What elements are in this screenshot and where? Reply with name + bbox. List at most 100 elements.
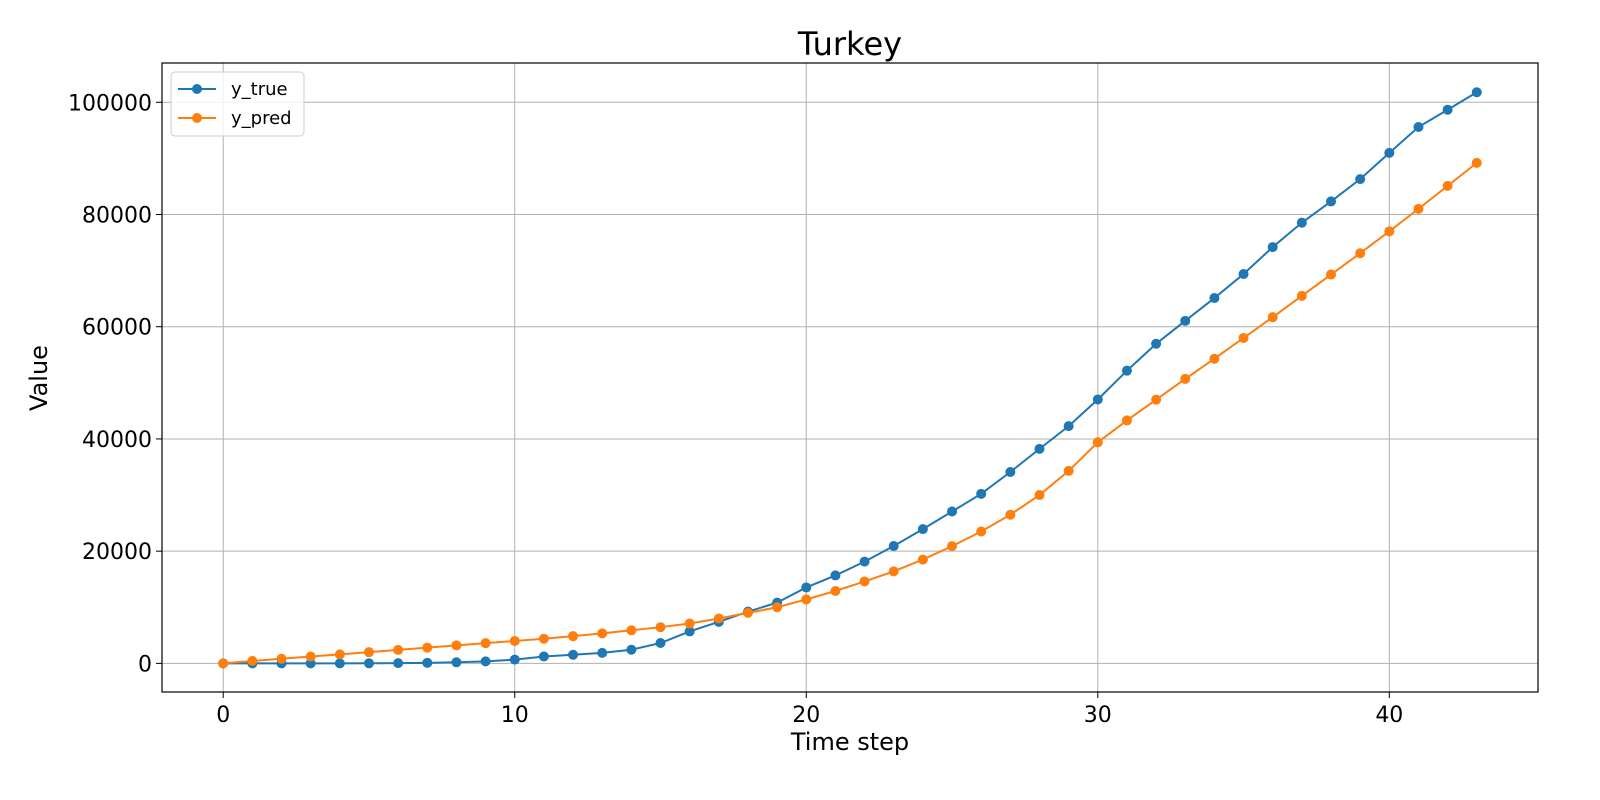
data-point-y_pred bbox=[830, 586, 841, 597]
data-point-y_pred bbox=[451, 640, 462, 651]
data-point-y_true bbox=[1326, 196, 1337, 207]
data-point-y_true bbox=[1063, 421, 1074, 432]
legend-label: y_true bbox=[231, 79, 288, 100]
data-point-y_true bbox=[334, 658, 345, 669]
data-point-y_true bbox=[1005, 466, 1016, 477]
series-layer bbox=[218, 87, 1482, 669]
data-point-y_true bbox=[684, 626, 695, 637]
data-point-y_true bbox=[538, 651, 549, 662]
data-point-y_true bbox=[1151, 338, 1162, 349]
data-point-y_true bbox=[1384, 147, 1395, 158]
series-line-y_pred bbox=[223, 162, 1478, 665]
x-axis-label: Time step bbox=[790, 728, 909, 756]
data-point-y_pred bbox=[509, 635, 520, 646]
data-point-y_true bbox=[1238, 269, 1249, 280]
data-point-y_pred bbox=[1413, 203, 1424, 214]
data-point-y_true bbox=[1034, 443, 1045, 454]
data-point-y_pred bbox=[538, 633, 549, 644]
data-point-y_true bbox=[626, 644, 637, 655]
x-tick-label: 40 bbox=[1375, 703, 1403, 728]
data-point-y_true bbox=[1180, 315, 1191, 326]
data-point-y_pred bbox=[1121, 415, 1132, 426]
data-point-y_pred bbox=[1151, 394, 1162, 405]
data-point-y_pred bbox=[1442, 180, 1453, 191]
data-point-y_true bbox=[859, 556, 870, 567]
data-point-y_true bbox=[830, 570, 841, 581]
data-point-y_pred bbox=[742, 607, 753, 618]
data-point-y_pred bbox=[1326, 269, 1337, 280]
data-point-y_pred bbox=[568, 631, 579, 642]
data-point-y_pred bbox=[917, 554, 928, 565]
y-axis-ticks: 0 20000 40000 60000 80000 100000 bbox=[68, 91, 162, 677]
y-tick-label: 60000 bbox=[82, 316, 152, 341]
data-point-y_true bbox=[1413, 122, 1424, 133]
data-point-y_true bbox=[1442, 104, 1453, 115]
data-point-y_true bbox=[451, 657, 462, 668]
data-point-y_pred bbox=[218, 658, 229, 669]
series-y_pred bbox=[218, 157, 1482, 669]
data-point-y_true bbox=[568, 649, 579, 660]
data-point-y_pred bbox=[1384, 226, 1395, 237]
chart-title: Turkey bbox=[797, 25, 902, 63]
data-point-y_true bbox=[1296, 217, 1307, 228]
data-point-y_pred bbox=[626, 625, 637, 636]
data-point-y_true bbox=[1471, 87, 1482, 98]
data-point-y_pred bbox=[305, 651, 316, 662]
data-point-y_pred bbox=[684, 618, 695, 629]
data-point-y_pred bbox=[1296, 290, 1307, 301]
data-point-y_pred bbox=[1209, 353, 1220, 364]
data-point-y_pred bbox=[597, 628, 608, 639]
data-point-y_pred bbox=[1034, 490, 1045, 501]
data-point-y_pred bbox=[334, 649, 345, 660]
data-point-y_pred bbox=[247, 656, 258, 667]
legend-label: y_pred bbox=[231, 108, 292, 129]
y-tick-label: 40000 bbox=[82, 428, 152, 453]
data-point-y_pred bbox=[1355, 248, 1366, 259]
data-point-y_pred bbox=[276, 653, 287, 664]
data-point-y_true bbox=[1092, 394, 1103, 405]
series-line-y_true bbox=[223, 91, 1478, 665]
data-point-y_pred bbox=[363, 647, 374, 658]
data-point-y_pred bbox=[1267, 312, 1278, 323]
data-point-y_true bbox=[917, 524, 928, 535]
data-point-y_true bbox=[509, 654, 520, 665]
x-tick-label: 20 bbox=[792, 703, 820, 728]
data-point-y_pred bbox=[888, 566, 899, 577]
data-point-y_true bbox=[480, 656, 491, 667]
data-point-y_true bbox=[1121, 365, 1132, 376]
data-point-y_pred bbox=[393, 644, 404, 655]
data-point-y_true bbox=[422, 657, 433, 668]
data-point-y_pred bbox=[1063, 465, 1074, 476]
y-tick-label: 20000 bbox=[82, 540, 152, 565]
series-y_true bbox=[218, 87, 1482, 669]
grid-lines bbox=[162, 63, 1538, 692]
data-point-y_pred bbox=[1180, 373, 1191, 384]
x-tick-label: 30 bbox=[1084, 703, 1112, 728]
data-point-y_true bbox=[1209, 293, 1220, 304]
data-point-y_pred bbox=[1238, 332, 1249, 343]
data-point-y_pred bbox=[1005, 509, 1016, 520]
data-point-y_pred bbox=[713, 613, 724, 624]
data-point-y_true bbox=[597, 647, 608, 658]
plot-frame bbox=[161, 62, 1539, 693]
data-point-y_pred bbox=[976, 526, 987, 537]
data-point-y_true bbox=[888, 540, 899, 551]
data-point-y_pred bbox=[801, 594, 812, 605]
data-point-y_true bbox=[801, 582, 812, 593]
y-tick-label: 80000 bbox=[82, 203, 152, 228]
legend-item-y_pred: y_pred bbox=[178, 108, 292, 129]
y-tick-label: 100000 bbox=[68, 91, 152, 116]
data-point-y_true bbox=[1267, 242, 1278, 253]
x-tick-label: 0 bbox=[216, 703, 230, 728]
data-point-y_true bbox=[655, 638, 666, 649]
data-point-y_pred bbox=[859, 576, 870, 587]
data-point-y_pred bbox=[947, 541, 958, 552]
data-point-y_true bbox=[393, 658, 404, 669]
y-axis-label: Value bbox=[25, 345, 53, 411]
data-point-y_true bbox=[363, 658, 374, 669]
data-point-y_true bbox=[976, 488, 987, 499]
data-point-y_true bbox=[1355, 174, 1366, 185]
data-point-y_pred bbox=[422, 642, 433, 653]
x-axis-ticks: 0 10 20 30 40 bbox=[216, 692, 1403, 728]
data-point-y_true bbox=[947, 506, 958, 517]
